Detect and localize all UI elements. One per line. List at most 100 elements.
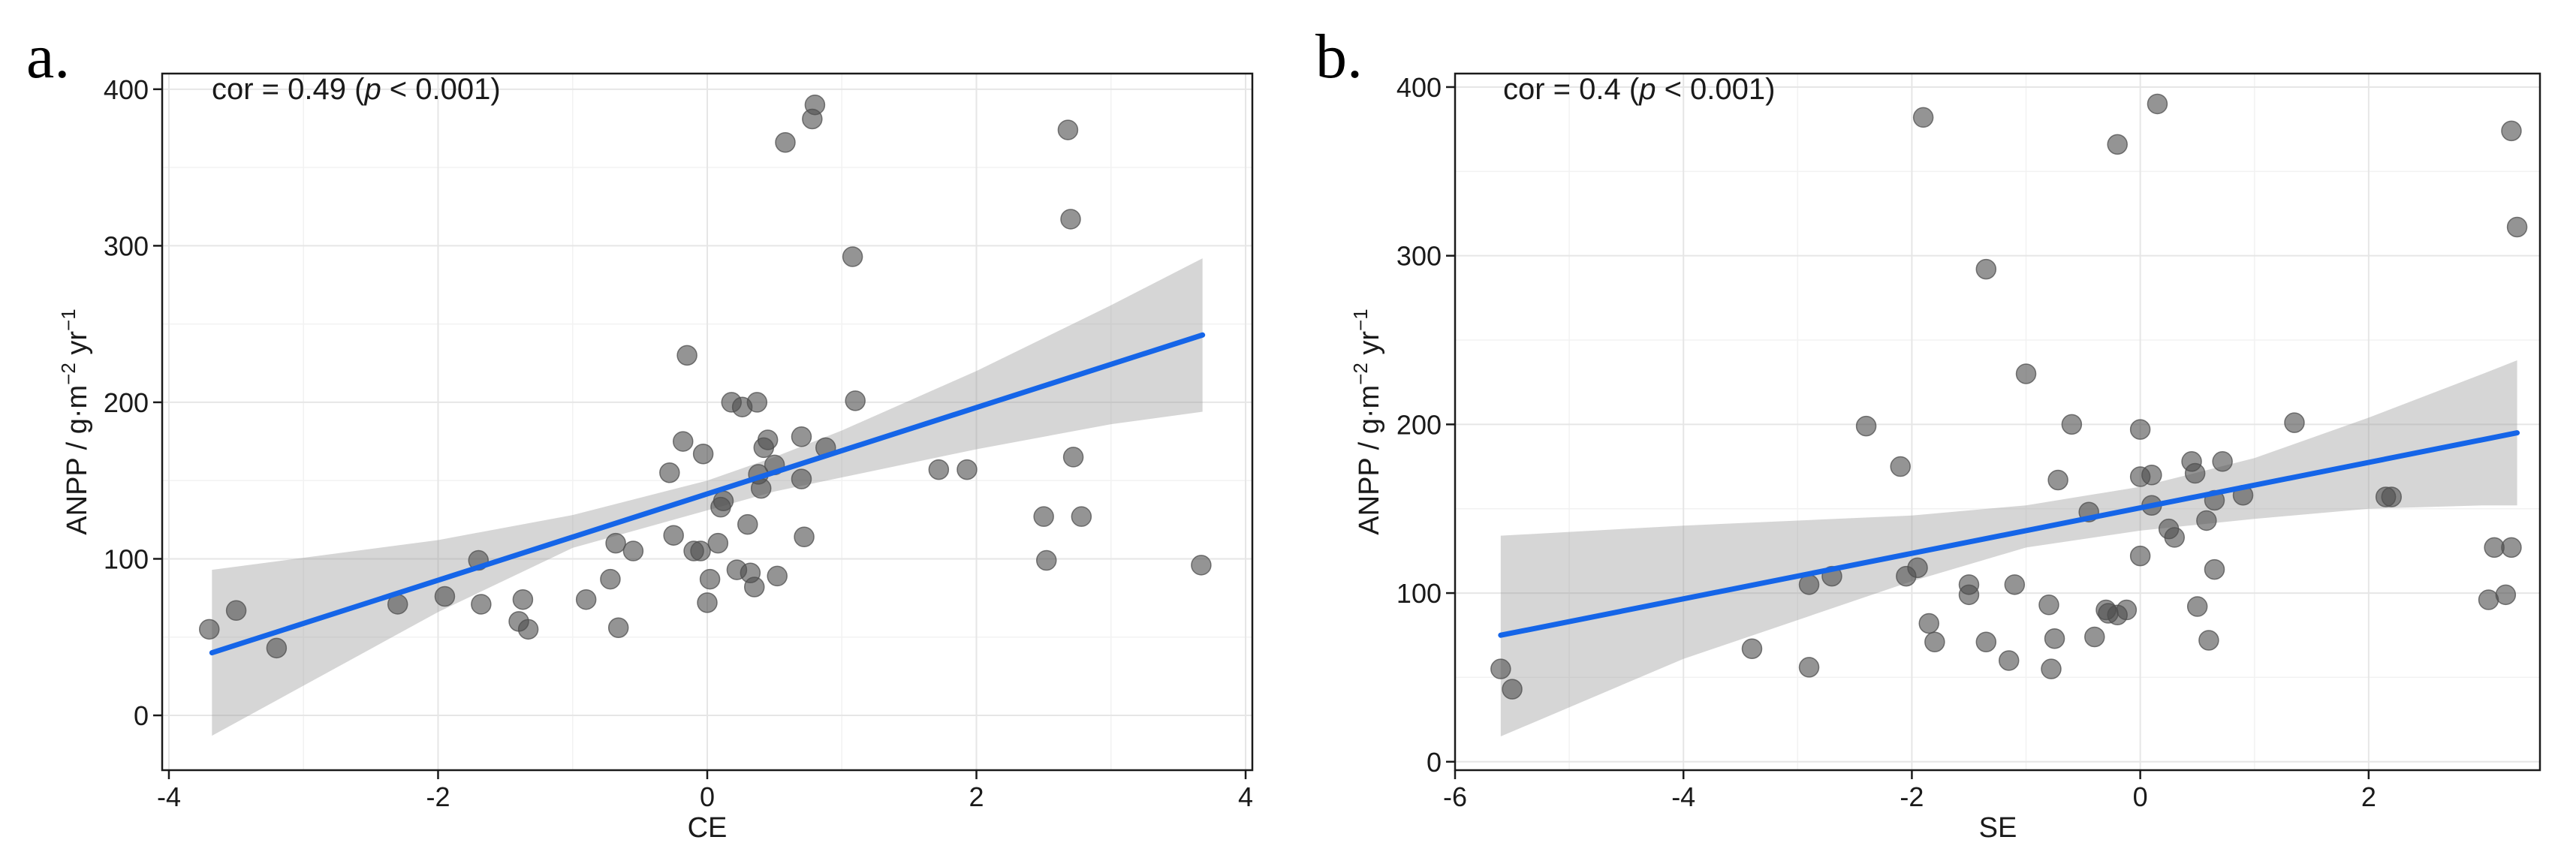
x-tick-label: 0 xyxy=(700,781,715,812)
y-tick-label: 0 xyxy=(1427,747,1442,778)
data-point xyxy=(2284,412,2305,433)
data-point xyxy=(2186,596,2208,617)
panel-b: b. -6 -4 -2 0 2 0 100 200 300 400 cor = 0.4 (p <… xyxy=(1315,22,2541,844)
y-tick-label: 200 xyxy=(104,387,149,418)
x-tick-label: 0 xyxy=(2133,781,2148,812)
y-axis-title-a: ANPP / g·m−2 yr−1 xyxy=(57,309,93,534)
data-point xyxy=(2116,599,2138,621)
data-point xyxy=(690,540,711,561)
y-tick-label: 400 xyxy=(1396,72,1442,103)
x-tick-label: -4 xyxy=(1671,781,1695,812)
data-point xyxy=(2141,465,2162,486)
data-point xyxy=(1057,119,1079,140)
data-point xyxy=(575,589,597,610)
correlation-annotation-a: cor = 0.49 (p < 0.001) xyxy=(212,73,501,106)
data-point xyxy=(266,637,288,659)
data-point xyxy=(2147,93,2168,115)
data-point xyxy=(2084,626,2105,648)
data-point xyxy=(1890,456,1911,477)
data-point xyxy=(2212,451,2233,472)
data-point xyxy=(600,568,621,590)
data-point xyxy=(713,490,734,512)
data-point xyxy=(1502,679,1523,700)
x-tick-label: 2 xyxy=(969,781,984,812)
data-point xyxy=(2107,134,2128,155)
data-point xyxy=(1071,506,1092,527)
confidence-band-b xyxy=(1500,360,2517,737)
data-point xyxy=(2501,120,2522,142)
x-axis-title-b: SE xyxy=(1979,812,2017,844)
data-point xyxy=(699,568,721,590)
data-point xyxy=(607,617,629,638)
data-point xyxy=(2044,628,2065,649)
y-tick-label: 300 xyxy=(104,230,149,261)
points-b xyxy=(1490,93,2528,700)
data-point xyxy=(757,429,779,450)
data-point xyxy=(957,459,978,480)
data-point xyxy=(1798,657,1820,678)
data-point xyxy=(2204,558,2225,580)
data-point xyxy=(743,576,765,598)
data-point xyxy=(1033,506,1054,527)
x-axis-ticks-b: -6 -4 -2 0 2 xyxy=(1443,770,2376,812)
x-tick-label: 2 xyxy=(2361,781,2376,812)
data-point xyxy=(517,619,539,640)
panel-a: a. -4 -2 0 2 4 0 100 200 300 400 cor = 0.49 (p <… xyxy=(26,22,1254,844)
x-tick-label: -2 xyxy=(426,781,450,812)
data-point xyxy=(1035,549,1057,571)
data-point xyxy=(1924,631,1945,652)
plot-frame-b xyxy=(1454,72,2541,772)
data-point xyxy=(2004,574,2026,595)
data-point xyxy=(622,540,644,561)
data-point xyxy=(1912,107,1934,128)
data-point xyxy=(692,444,714,465)
data-point xyxy=(746,392,768,413)
data-point xyxy=(2015,363,2037,384)
y-axis-ticks-b: 0 100 200 300 400 xyxy=(1396,72,1455,778)
data-point xyxy=(434,586,456,607)
data-point xyxy=(775,132,796,153)
data-point xyxy=(225,600,247,622)
data-point xyxy=(2506,216,2528,238)
data-point xyxy=(1490,658,1511,679)
data-point xyxy=(2041,658,2062,679)
y-tick-label: 100 xyxy=(1396,578,1442,609)
data-point xyxy=(791,468,812,489)
data-point xyxy=(1855,415,1877,437)
x-axis-ticks-a: -4 -2 0 2 4 xyxy=(157,770,1253,812)
panel-label-b: b. xyxy=(1315,22,1363,92)
data-point xyxy=(2478,589,2499,610)
data-point xyxy=(2047,469,2068,491)
data-point xyxy=(794,526,815,548)
y-tick-label: 300 xyxy=(1396,241,1442,272)
data-point xyxy=(2198,630,2219,651)
x-tick-label: -2 xyxy=(1900,781,1924,812)
data-point xyxy=(2495,584,2517,606)
x-tick-label: -4 xyxy=(157,781,181,812)
gridlines-b xyxy=(1454,74,2540,770)
data-point xyxy=(2129,545,2151,567)
data-point xyxy=(845,390,866,411)
plot-background-b xyxy=(1455,74,2540,770)
data-point xyxy=(1975,258,1997,280)
confidence-band-a xyxy=(212,258,1203,736)
data-point xyxy=(198,619,220,640)
data-point xyxy=(791,426,812,447)
data-point xyxy=(2129,419,2151,440)
x-axis-title-a: CE xyxy=(688,812,728,844)
y-tick-label: 200 xyxy=(1396,409,1442,440)
correlation-annotation-b: cor = 0.4 (p < 0.001) xyxy=(1503,73,1775,106)
panel-label-a: a. xyxy=(26,22,70,92)
y-tick-label: 400 xyxy=(104,74,149,105)
y-axis-title-b: ANPP / g·m−2 yr−1 xyxy=(1349,309,1385,534)
y-tick-label: 0 xyxy=(134,700,149,731)
data-point xyxy=(605,532,626,554)
data-point xyxy=(2061,414,2083,435)
data-point xyxy=(1918,613,1939,634)
data-point xyxy=(1062,447,1084,468)
data-point xyxy=(2501,537,2522,558)
data-point xyxy=(676,345,697,366)
data-point xyxy=(2184,462,2206,484)
data-point xyxy=(663,525,684,546)
